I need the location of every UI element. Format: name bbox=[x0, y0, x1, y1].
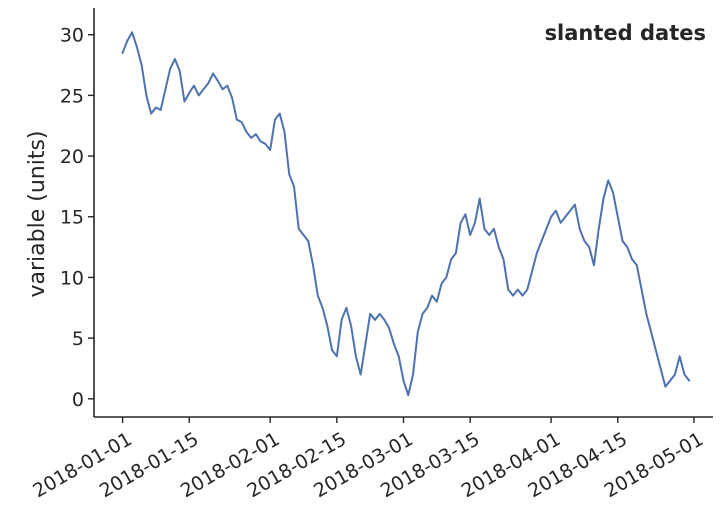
y-tick-label: 5 bbox=[72, 328, 84, 350]
y-tick-label: 0 bbox=[72, 389, 84, 411]
x-axis-ticks: 2018-01-012018-01-152018-02-012018-02-15… bbox=[29, 417, 707, 502]
plot-area bbox=[121, 31, 691, 397]
y-tick-label: 25 bbox=[60, 85, 84, 107]
series-line bbox=[121, 31, 691, 397]
chart-title: slanted dates bbox=[545, 21, 706, 45]
y-tick-label: 10 bbox=[60, 267, 84, 289]
y-axis-label: variable (units) bbox=[25, 131, 50, 298]
y-tick-label: 30 bbox=[60, 25, 84, 47]
y-tick-label: 20 bbox=[60, 146, 84, 168]
y-tick-label: 15 bbox=[60, 207, 84, 229]
y-axis-ticks: 0 5 10 15 20 25 30 bbox=[60, 25, 94, 411]
